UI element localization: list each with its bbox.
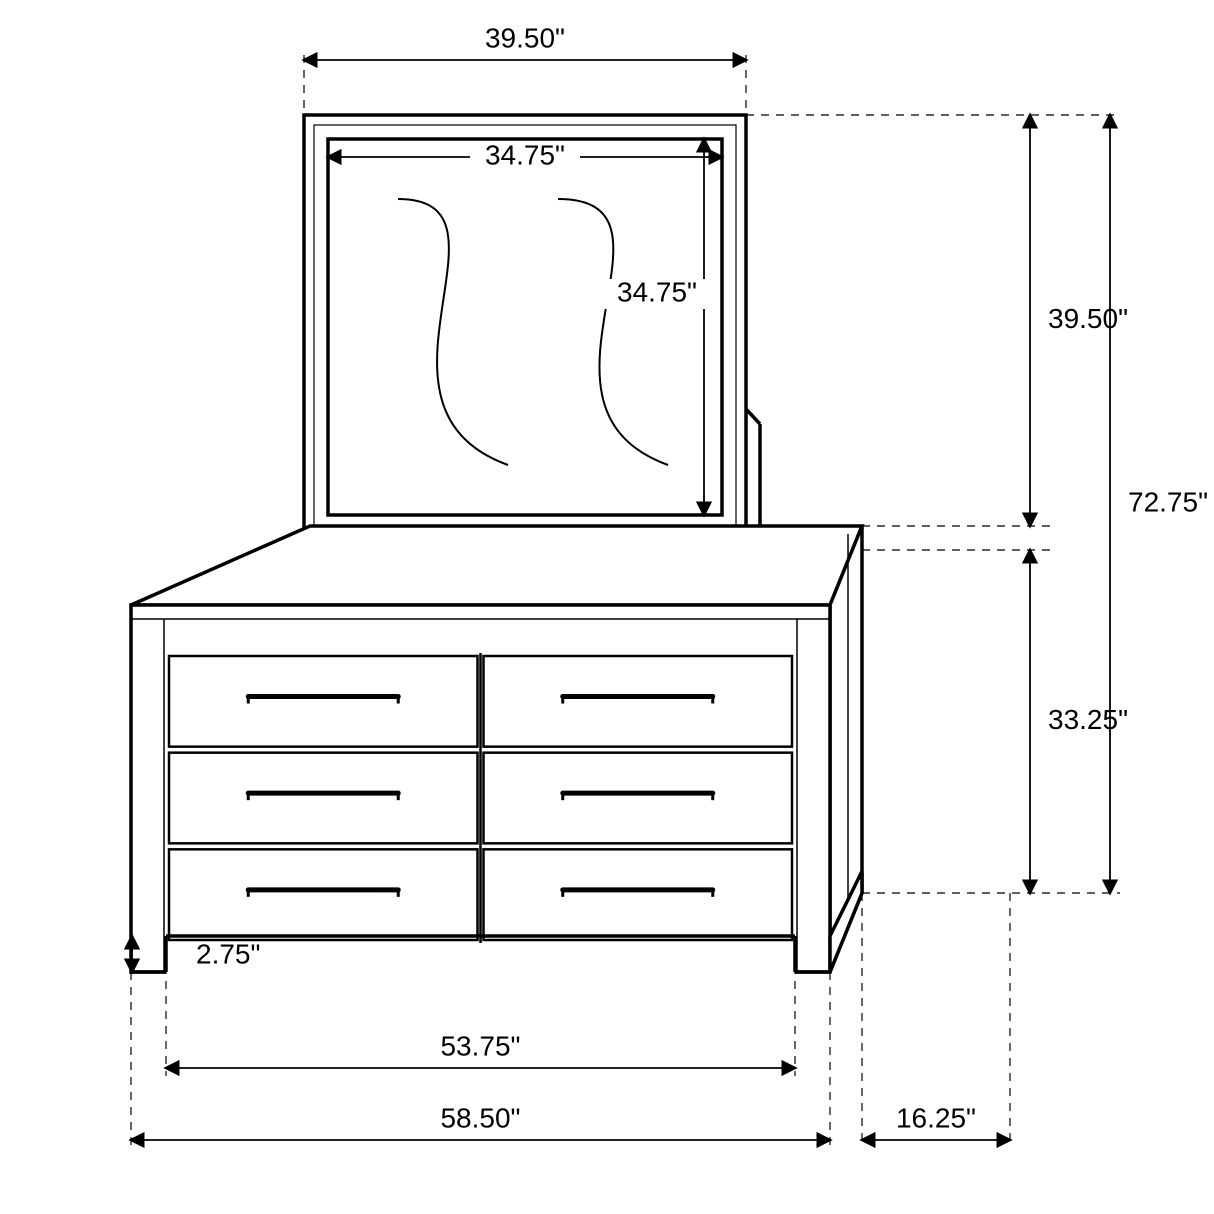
drawer-front bbox=[484, 849, 793, 940]
dimension-label: 39.50" bbox=[1048, 303, 1128, 334]
dimension-label: 72.75" bbox=[1128, 486, 1208, 517]
dimension-label: 2.75" bbox=[196, 938, 260, 969]
drawer-front bbox=[169, 656, 478, 747]
dimension-label: 58.50" bbox=[440, 1102, 520, 1133]
mirror-glass bbox=[328, 139, 722, 515]
dimension-label: 39.50" bbox=[485, 22, 565, 53]
dimension-label: 53.75" bbox=[440, 1030, 520, 1061]
drawer-front bbox=[169, 753, 478, 844]
dimension-label: 34.75" bbox=[485, 139, 565, 170]
dimension-label: 16.25" bbox=[896, 1102, 976, 1133]
drawer-front bbox=[484, 753, 793, 844]
dimension-label: 34.75" bbox=[617, 276, 697, 307]
drawer-front bbox=[169, 849, 478, 940]
dimension-drawing: 39.50" 34.75" 34.75" 39.50" 33.25" 72.75" 2.75… bbox=[0, 0, 1214, 1214]
drawer-front bbox=[484, 656, 793, 747]
dimension-label: 33.25" bbox=[1048, 704, 1128, 735]
dresser-top bbox=[131, 526, 862, 605]
